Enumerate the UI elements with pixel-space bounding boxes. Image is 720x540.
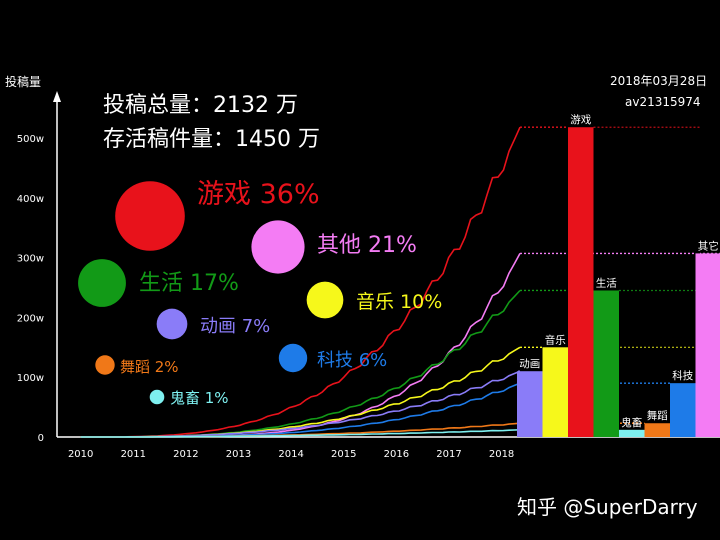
bar [542,347,568,437]
surviving-submissions-text: 存活稿件量：1450 万 [103,127,320,152]
total-submissions-text: 投稿总量：2132 万 [103,93,298,118]
date-text: 2018年03月28日 [610,74,707,88]
annotations: 投稿总量：2132 万 存活稿件量：1450 万 2018年03月28日 av2… [103,74,707,519]
y-tick-labels: 0 100w 200w 300w 400w 500w [17,134,44,444]
bar-label: 舞蹈 [647,410,668,422]
x-tick-label: 2011 [121,449,146,460]
share-bubble [78,259,126,307]
share-bubble [306,281,344,319]
share-bubble [95,355,115,375]
share-label: 鬼畜 1% [170,389,229,407]
bar-label: 游戏 [570,113,591,126]
share-label: 动画 7% [200,316,270,337]
bar [644,423,670,437]
bar [568,127,594,437]
bar-label: 音乐 [545,333,566,346]
share-bubble [149,389,165,405]
share-label: 科技 6% [317,350,387,371]
share-label: 游戏 36% [197,179,320,210]
x-tick-label: 2016 [384,449,409,460]
series-line [80,429,521,438]
bar [619,429,645,437]
y-tick-label: 300w [17,254,44,265]
bar-label: 其它 [698,239,719,252]
bar [695,253,720,437]
x-tick-labels: 2010 2011 2012 2013 2014 2015 2016 2017 2018 [68,449,514,460]
watermark: 知乎 @SuperDarry [517,495,698,519]
x-tick-label: 2010 [68,449,93,460]
bar-label: 鬼畜 [621,416,642,429]
y-axis-arrow [53,91,61,102]
x-tick-label: 2017 [436,449,461,460]
series-lines [80,126,521,438]
share-label: 舞蹈 2% [120,358,179,376]
share-bubble [156,308,188,340]
share-bubble [115,181,185,251]
bar-label: 科技 [672,369,693,382]
x-tick-label: 2015 [331,449,356,460]
x-tick-label: 2018 [489,449,514,460]
share-label: 生活 17% [139,271,239,296]
y-tick-label: 400w [17,194,44,205]
bar-label: 动画 [519,358,540,370]
y-tick-label: 200w [17,313,44,324]
y-tick-label: 0 [38,433,44,444]
x-tick-label: 2012 [173,449,198,460]
source-id-text: av21315974 [625,95,701,109]
x-tick-label: 2013 [226,449,251,460]
y-tick-label: 500w [17,134,44,145]
bar [593,290,619,437]
y-tick-label: 100w [17,373,44,384]
share-bubble [251,220,305,274]
bar-label: 生活 [596,276,617,289]
share-bubble [278,343,308,373]
share-bubbles: 游戏 36% 其他 21% 生活 17% 音乐 10% 动画 7% 科技 6% 舞蹈 2% 鬼… [78,179,442,407]
bar [517,371,543,437]
share-label: 其他 21% [317,233,417,258]
y-axis-label: 投稿量 [5,74,41,89]
bar [670,383,696,437]
share-label: 音乐 10% [356,291,442,313]
x-tick-label: 2014 [278,449,303,460]
